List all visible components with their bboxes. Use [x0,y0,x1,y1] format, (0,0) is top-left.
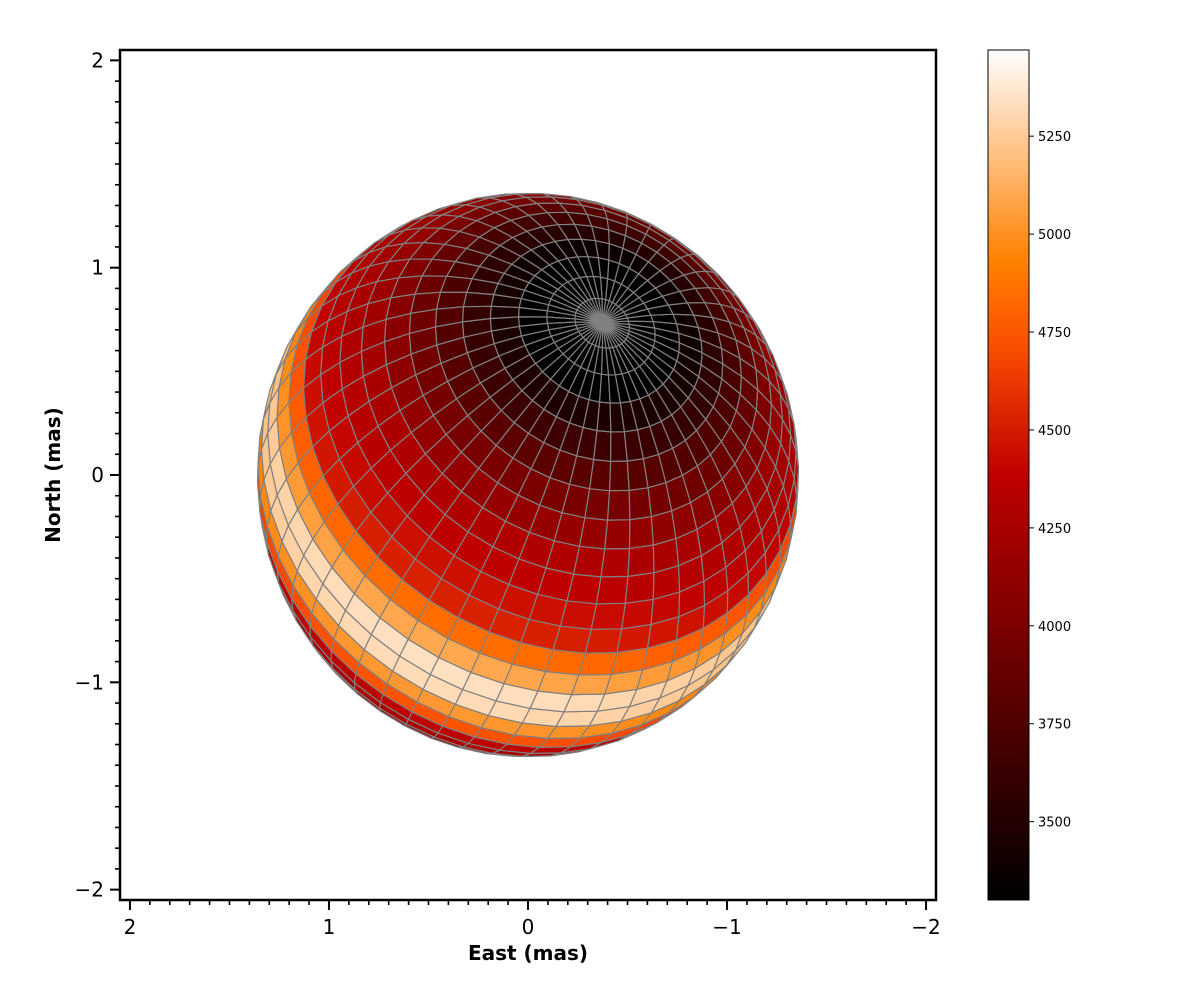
y-axis-title: North (mas) [41,407,65,543]
surface-cell [462,291,495,308]
surface-cell [600,547,631,578]
colorbar-tick-label: 3750 [1038,718,1071,733]
colorbar-tick-label: 3500 [1038,816,1071,831]
colorbar-gradient [988,50,1029,900]
surface-cell [590,602,627,630]
colorbar-tick-label: 4000 [1038,620,1071,635]
colorbar-tick-label: 5250 [1038,130,1071,145]
surface-cell [602,321,629,341]
colorbar-tick-label: 5000 [1038,228,1071,243]
surface-cell [604,519,631,550]
x-tick-label: −1 [712,915,741,939]
x-axis-title: East (mas) [468,941,588,965]
colorbar-tick-label: 4500 [1038,424,1071,439]
surface-cell [606,489,631,521]
y-axis-ticks [110,59,120,891]
surface-cell [584,488,611,521]
x-tick-label: 1 [323,915,336,939]
x-tick-label: −2 [911,915,940,939]
colorbar-frame [987,49,1030,901]
y-tick-label: 0 [91,463,104,487]
surface-cell [572,545,606,578]
colorbar: 3500 3750 4000 4250 4500 4750 5000 5250 [987,49,1071,901]
surface-cell [627,544,655,578]
y-tick-label: −1 [75,670,104,694]
colorbar-tick-labels: 3500 3750 4000 4250 4500 4750 5000 5250 [1038,130,1071,830]
surface-cell [559,600,598,630]
surface-cell [566,573,602,605]
y-axis-tick-labels: 2 1 0 −1 −2 [75,48,104,901]
y-tick-label: −2 [75,878,104,902]
surface-cell [608,460,630,492]
y-tick-label: 1 [91,256,104,280]
y-tick-label: 2 [91,48,104,72]
star-surface-cells [256,192,800,758]
colorbar-tick-label: 4250 [1038,522,1071,537]
surface-cell [552,625,593,654]
colorbar-ticks [1029,135,1034,823]
surface-cell [596,401,612,433]
surface-cell [577,651,618,676]
x-axis-tick-labels: 2 1 0 −1 −2 [124,915,941,939]
surface-cell [595,575,629,605]
x-tick-label: 0 [522,915,535,939]
colorbar-tick-label: 4750 [1038,326,1071,341]
surface-cell [584,628,623,654]
surface-cell [593,429,612,462]
x-axis-ticks [128,900,928,910]
surface-cell [624,572,655,605]
surface-cell [588,458,612,492]
surface-cell [578,517,609,550]
x-tick-label: 2 [124,915,137,939]
surface-cell [628,515,655,550]
plot-area [256,192,800,758]
